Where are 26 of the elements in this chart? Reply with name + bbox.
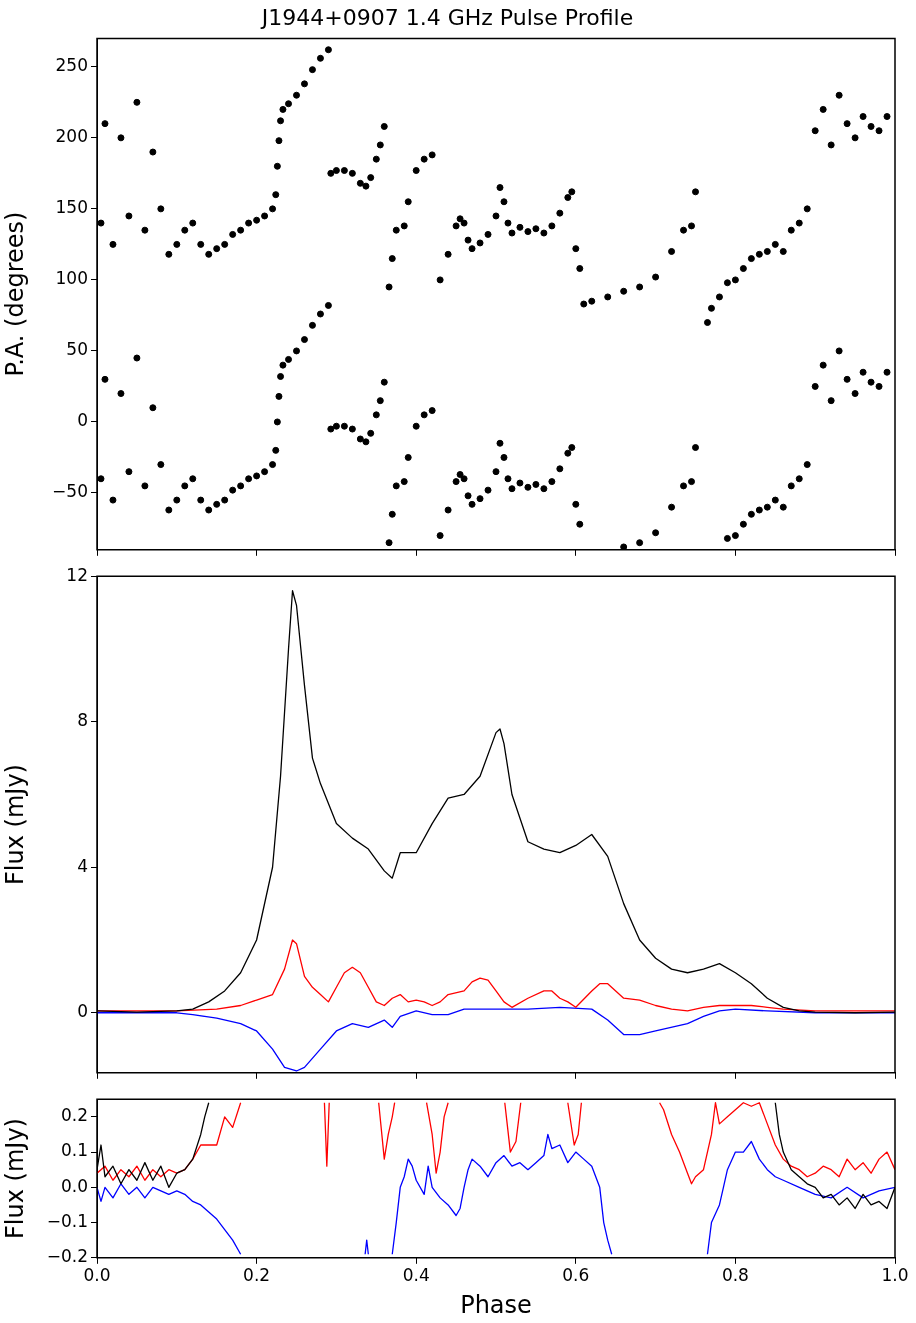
x-tick-label: 0.6	[562, 1265, 590, 1286]
y-tick-label: 0.1	[60, 1140, 88, 1161]
y-tick-label: −50	[52, 481, 88, 502]
x-tick-label: 0.8	[721, 1265, 749, 1286]
y-tick-label: 150	[55, 197, 88, 218]
y-tick-label: 0.2	[60, 1105, 88, 1126]
y-tick-label: 0.0	[60, 1175, 88, 1196]
y-tick-label: −0.1	[46, 1210, 88, 1231]
y-axis-title: Flux (mJy)	[0, 1118, 29, 1239]
y-tick-label: 8	[77, 710, 88, 731]
y-axis-title: P.A. (degrees)	[0, 211, 29, 377]
x-tick-label: 0.2	[243, 1265, 271, 1286]
y-tick-label: 0	[77, 1001, 88, 1022]
y-tick-label: 12	[66, 564, 88, 585]
x-axis-title: Phase	[460, 1290, 532, 1319]
chart-title: J1944+0907 1.4 GHz Pulse Profile	[259, 4, 634, 30]
y-tick-label: 250	[55, 55, 88, 76]
y-tick-label: 100	[55, 268, 88, 289]
y-tick-label: 200	[55, 126, 88, 147]
y-axis-title: Flux (mJy)	[0, 764, 29, 885]
x-tick-label: 1.0	[881, 1265, 909, 1286]
y-tick-label: 50	[66, 339, 88, 360]
y-tick-label: 0	[77, 410, 88, 431]
x-tick-label: 0.4	[402, 1265, 430, 1286]
y-tick-label: −0.2	[46, 1246, 88, 1267]
y-tick-label: 4	[77, 855, 88, 876]
